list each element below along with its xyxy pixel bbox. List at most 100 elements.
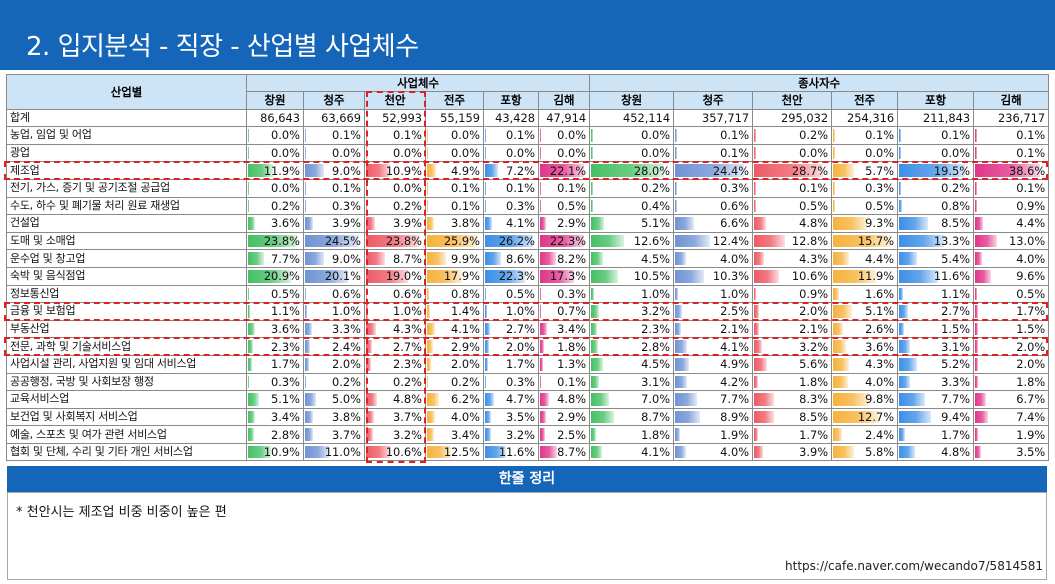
data-bar — [833, 445, 855, 459]
worker-share-cell: 8.5% — [897, 214, 975, 233]
worker-share-cell: 4.1% — [589, 442, 675, 462]
cell-value: 0.3% — [332, 198, 361, 213]
data-bar — [485, 340, 489, 353]
data-bar — [899, 445, 916, 459]
worker-share-cell: 3.2% — [589, 302, 675, 321]
worker-share-cell: 5.1% — [589, 214, 675, 233]
cell-value: 2.3% — [393, 357, 422, 372]
data-bar — [833, 269, 877, 283]
data-bar — [899, 199, 902, 213]
data-bar — [485, 393, 494, 406]
worker-share-cell: 1.6% — [831, 284, 899, 304]
establishment-share-cell: 20.1% — [303, 266, 365, 286]
data-bar — [305, 445, 329, 459]
data-bar — [485, 322, 490, 336]
cell-value: 8.9% — [720, 409, 750, 424]
cell-value: 6.7% — [1016, 392, 1046, 407]
establishment-share-cell: 0.1% — [303, 178, 365, 198]
cell-value: 0.0% — [506, 146, 535, 161]
table-row: 수도, 하수 및 폐기물 처리 원료 재생업 0.2% 0.3% 0.2% 0.1% 0.… — [6, 196, 1050, 216]
data-bar — [833, 410, 880, 424]
data-bar — [591, 146, 593, 160]
table-row: 합계 86,643 63,669 52,993 55,159 43,428 47,914 45… — [6, 108, 1050, 128]
establishment-share-cell: 0.2% — [246, 196, 304, 216]
establishment-share-cell: 0.0% — [537, 143, 591, 163]
cell-value: 4.5% — [641, 357, 671, 372]
establishment-share-cell: 2.8% — [246, 425, 304, 444]
establishment-share-cell: 1.0% — [364, 302, 426, 321]
establishment-share-cell: 0.5% — [483, 284, 539, 304]
city-header-wrk: 창원 — [589, 91, 675, 110]
data-bar — [754, 305, 759, 318]
worker-share-cell: 4.3% — [752, 249, 833, 268]
worker-share-cell: 2.0% — [973, 337, 1050, 356]
industry-label: 합계 — [6, 108, 247, 128]
cell-value: 86,643 — [260, 110, 300, 125]
establishment-share-cell: 1.1% — [246, 302, 304, 321]
worker-share-cell: 0.9% — [752, 284, 833, 304]
industry-label: 보건업 및 사회복지 서비스업 — [6, 407, 247, 427]
worker-share-cell: 1.0% — [673, 284, 754, 304]
data-bar — [540, 322, 547, 336]
data-bar — [305, 129, 307, 142]
data-bar — [975, 428, 979, 441]
cell-value: 9.0% — [332, 163, 361, 178]
cell-value: 0.2% — [332, 374, 361, 389]
establishment-share-cell: 3.7% — [303, 425, 365, 444]
data-bar — [427, 252, 447, 265]
worker-share-cell: 8.5% — [752, 407, 833, 427]
cell-value: 5.1% — [641, 216, 671, 231]
cell-value: 12.4% — [712, 234, 750, 249]
cell-value: 1.8% — [799, 374, 829, 389]
establishment-share-cell: 3.4% — [537, 319, 591, 339]
data-bar — [305, 428, 313, 441]
cell-value: 10.9% — [263, 445, 300, 460]
worker-share-cell: 9.4% — [897, 407, 975, 427]
worker-share-cell: 2.0% — [752, 302, 833, 321]
industry-label: 건설업 — [6, 214, 247, 233]
cell-value: 2.3% — [271, 339, 300, 354]
data-bar — [427, 410, 435, 424]
worker-share-cell: 1.7% — [973, 302, 1050, 321]
cell-value: 4.0% — [1016, 251, 1046, 266]
worker-share-cell: 19.5% — [897, 161, 975, 180]
city-header-wrk: 청주 — [673, 91, 754, 110]
worker-share-cell: 3.6% — [831, 337, 899, 356]
cell-value: 11.6% — [933, 269, 971, 284]
data-bar — [540, 199, 542, 213]
cell-value: 25.9% — [443, 234, 480, 249]
cell-value: 2.7% — [941, 304, 971, 319]
data-bar — [975, 234, 998, 248]
table-row: 전기, 가스, 증기 및 공기조절 공급업 0.0% 0.1% 0.0% 0.1% 0.1… — [6, 178, 1050, 198]
data-bar — [591, 410, 614, 424]
establishment-share-cell: 11.0% — [303, 442, 365, 462]
cell-value: 23.8% — [263, 234, 300, 249]
establishment-share-cell: 11.6% — [483, 442, 539, 462]
table-row: 정보통신업 0.5% 0.6% 0.6% 0.8% 0.5% 0.3% 1.0% 1.0% 0.9… — [6, 284, 1050, 304]
cell-value: 0.2% — [393, 374, 422, 389]
establishment-share-cell: 0.1% — [537, 372, 591, 392]
industry-label: 전문, 과학 및 기술서비스업 — [6, 337, 247, 356]
establishment-share-cell: 1.8% — [537, 337, 591, 356]
data-bar — [675, 217, 694, 230]
data-bar — [305, 199, 307, 213]
worker-share-cell: 7.7% — [897, 390, 975, 409]
worker-share-cell: 1.9% — [973, 425, 1050, 444]
establishment-share-cell: 2.5% — [537, 425, 591, 444]
cell-value: 0.1% — [941, 128, 971, 143]
data-bar — [591, 234, 624, 248]
data-bar — [485, 287, 487, 301]
table-row: 숙박 및 음식점업 20.9% 20.1% 19.0% 17.9% 22.3% 17.3% 1… — [6, 266, 1050, 286]
cell-value: 24.4% — [712, 163, 750, 178]
worker-share-cell: 0.3% — [673, 178, 754, 198]
cell-value: 8.6% — [506, 251, 535, 266]
cell-value: 26.2% — [498, 234, 535, 249]
establishment-share-cell: 23.8% — [364, 231, 426, 251]
establishment-share-cell: 24.5% — [303, 231, 365, 251]
data-bar — [366, 445, 390, 459]
establishment-share-cell: 0.1% — [483, 126, 539, 145]
data-bar — [427, 234, 478, 248]
cell-value: 13.0% — [1008, 234, 1046, 249]
cell-value: 10.5% — [633, 269, 671, 284]
data-bar — [485, 181, 487, 195]
